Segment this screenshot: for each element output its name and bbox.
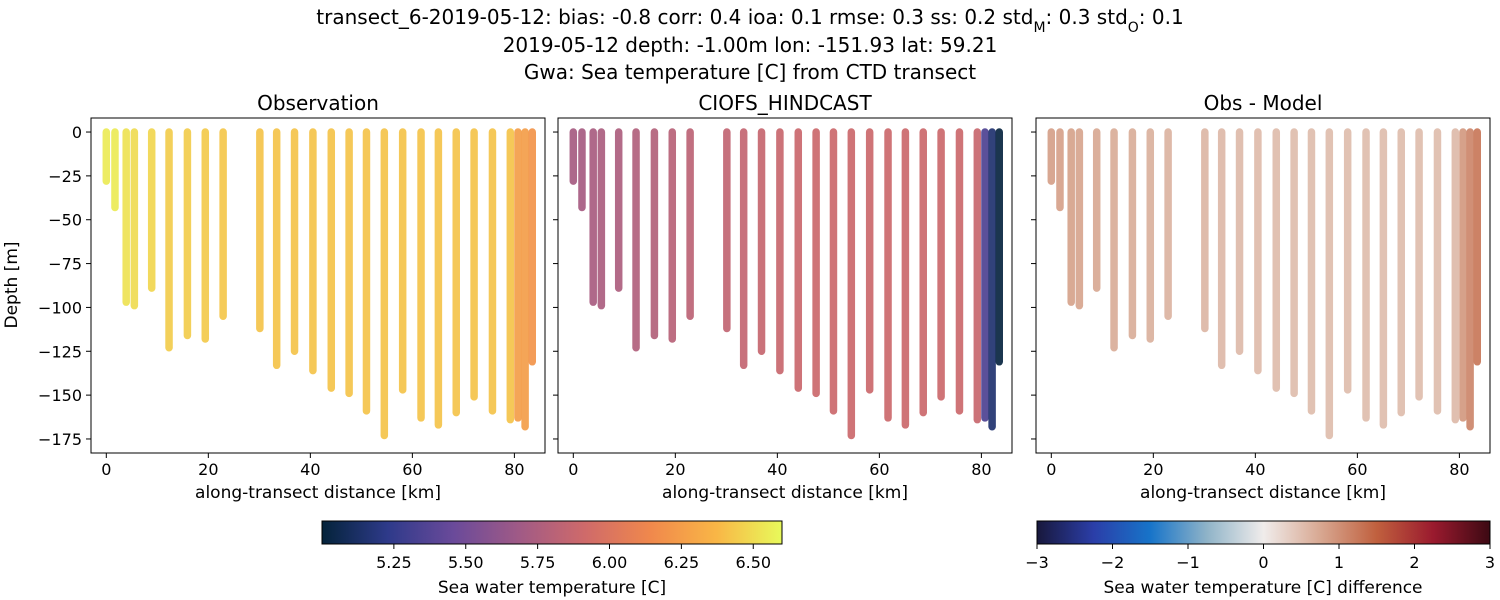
colorbar-temperature-label: Sea water temperature [C]	[438, 578, 666, 598]
panel-observation: 0 20 40 60 80 0 −25 −50 −75 −100 −125 −150 −175	[38, 117, 546, 479]
panel-difference: 0 20 40 60 80	[1031, 117, 1491, 479]
colorbar-tick-label: 5.75	[520, 553, 556, 572]
colorbar-tick-label: −2	[1101, 553, 1125, 572]
colorbar-tick-label: 5.25	[376, 553, 412, 572]
x-axis-label-difference: along-transect distance [km]	[1140, 483, 1386, 503]
x-tick-label: 80	[1449, 460, 1469, 479]
colorbar-tick-label: 2	[1409, 553, 1419, 572]
figure-title-line2: 2019-05-12 depth: -1.00m lon: -151.93 la…	[503, 33, 998, 57]
x-tick-label: 40	[1245, 460, 1265, 479]
colorbar-tick-label: 6.50	[735, 553, 771, 572]
colorbar-difference: −3 −2 −1 0 1 2 3 Sea water temperature [C] dif…	[1025, 520, 1495, 598]
colorbar-tick-label: 0	[1258, 553, 1268, 572]
x-tick-label: 60	[869, 460, 889, 479]
colorbar-temperature-bar	[321, 520, 783, 545]
y-tick-label: −25	[48, 167, 82, 186]
y-tick-label: −125	[38, 342, 82, 361]
y-tick-label: −175	[38, 430, 82, 449]
panel-title-difference: Obs - Model	[1204, 91, 1323, 115]
x-tick-label: 60	[1347, 460, 1367, 479]
colorbar-tick-label: 5.50	[448, 553, 484, 572]
plot-frame	[90, 117, 546, 454]
x-tick-label: 0	[568, 460, 578, 479]
colorbar-difference-label: Sea water temperature [C] difference	[1103, 578, 1422, 598]
panel-title-model: CIOFS_HINDCAST	[698, 91, 872, 115]
plot-frame	[557, 117, 1013, 454]
figure-title-line3: Gwa: Sea temperature [C] from CTD transe…	[524, 60, 976, 84]
x-tick-label: 80	[971, 460, 991, 479]
x-tick-label: 40	[767, 460, 787, 479]
y-tick-label: −150	[38, 386, 82, 405]
colorbar-tick-label: 6.00	[592, 553, 628, 572]
colorbar-tick-label: −1	[1176, 553, 1200, 572]
x-axis-label-model: along-transect distance [km]	[662, 483, 908, 503]
figure-title-line1: transect_6-2019-05-12: bias: -0.8 corr: …	[316, 5, 1183, 36]
colorbar-tick-label: 6.25	[664, 553, 700, 572]
x-tick-label: 20	[665, 460, 685, 479]
x-tick-label: 20	[1143, 460, 1163, 479]
colorbar-difference-bar	[1036, 520, 1491, 545]
x-tick-label: 40	[300, 460, 320, 479]
colorbar-tick-label: −3	[1025, 553, 1049, 572]
panel-title-observation: Observation	[257, 91, 379, 115]
y-tick-label: −75	[48, 255, 82, 274]
x-axis-label-observation: along-transect distance [km]	[195, 483, 441, 503]
x-tick-label: 80	[504, 460, 524, 479]
x-tick-label: 0	[101, 460, 111, 479]
x-tick-label: 60	[402, 460, 422, 479]
plot-frame	[1035, 117, 1491, 454]
y-axis-label: Depth [m]	[2, 241, 22, 328]
colorbar-tick-label: 1	[1334, 553, 1344, 572]
y-tick-label: 0	[72, 123, 82, 142]
y-tick-label: −50	[48, 211, 82, 230]
colorbar-temperature: 5.25 5.50 5.75 6.00 6.25 6.50 Sea water tempe…	[321, 520, 783, 598]
x-tick-label: 0	[1046, 460, 1056, 479]
colorbar-tick-label: 3	[1485, 553, 1495, 572]
y-tick-label: −100	[38, 298, 82, 317]
panel-model: 0 20 40 60 80	[553, 117, 1013, 479]
x-tick-label: 20	[198, 460, 218, 479]
